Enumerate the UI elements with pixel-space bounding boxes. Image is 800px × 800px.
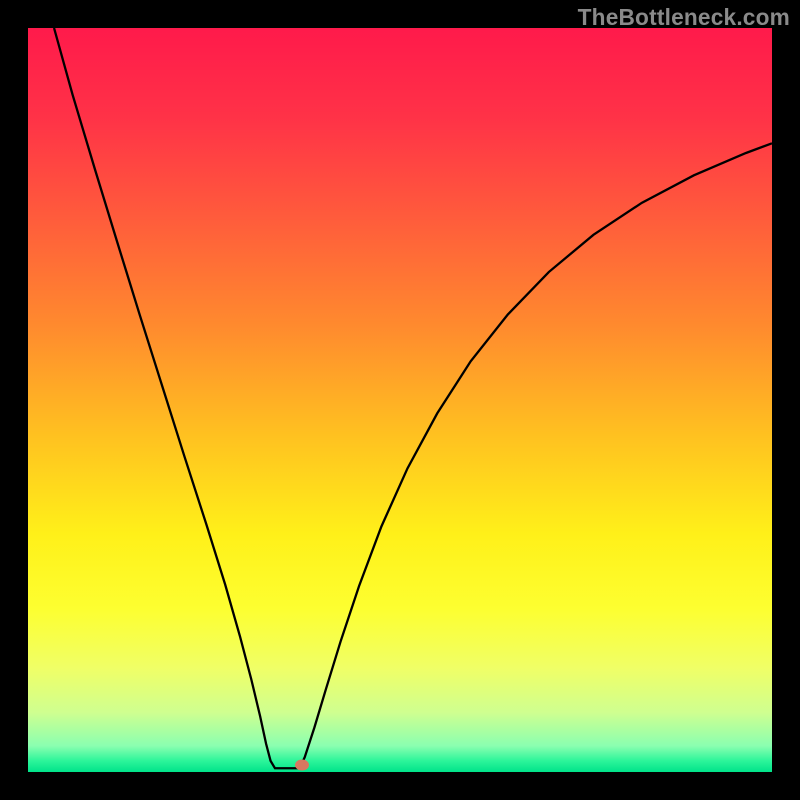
frame-border-bottom (0, 772, 800, 800)
optimal-point-marker (295, 759, 309, 770)
chart-frame: TheBottleneck.com (0, 0, 800, 800)
frame-border-right (772, 0, 800, 800)
plot-area (28, 28, 772, 772)
bottleneck-curve (28, 28, 772, 772)
watermark-text: TheBottleneck.com (578, 4, 790, 31)
frame-border-left (0, 0, 28, 800)
